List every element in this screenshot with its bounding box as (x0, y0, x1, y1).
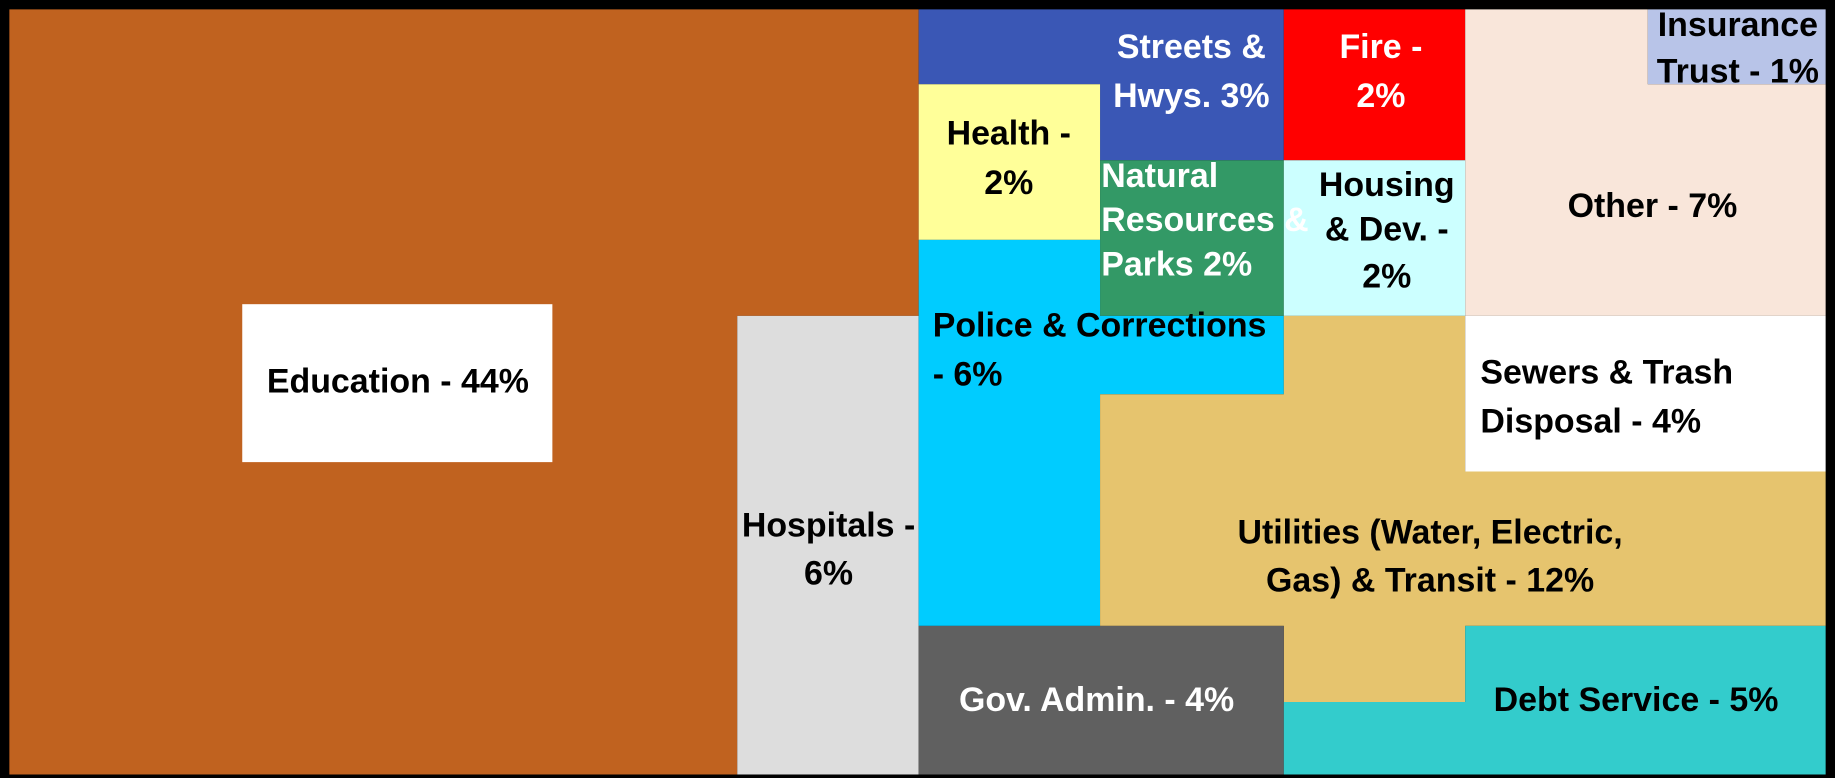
tile-label: Disposal - 4% (1480, 402, 1701, 440)
tile (1100, 315, 1826, 702)
tile (1283, 160, 1466, 316)
tile (1465, 9, 1826, 316)
tile-label: Hwys. 3% (1113, 77, 1270, 115)
tile-label: Hospitals - (742, 507, 915, 545)
tile (918, 9, 1284, 161)
tile-label: Gov. Admin. - 4% (959, 681, 1234, 719)
tile-label: Education - 44% (267, 363, 529, 401)
tile (918, 84, 1101, 240)
tile (1465, 315, 1826, 472)
tile-label: Utilities (Water, Electric, (1237, 514, 1622, 552)
tile-label: Sewers & Trash (1480, 353, 1733, 391)
tile-label: Debt Service - 5% (1494, 681, 1779, 719)
tile-label: - 6% (933, 356, 1003, 394)
tile-label: Natural (1101, 157, 1218, 195)
tile-label: 2% (1362, 257, 1411, 295)
tile-label: 2% (984, 164, 1033, 202)
tile (918, 239, 1284, 626)
tile-label: 6% (804, 555, 853, 593)
tile (737, 315, 919, 775)
label-box (242, 304, 553, 463)
tile-label: Police & Corrections (933, 307, 1267, 345)
tile-label: Parks 2% (1101, 246, 1252, 284)
tile-label: Resources & (1101, 201, 1308, 239)
tile-label: & Dev. - (1325, 211, 1449, 249)
tile-label: Streets & (1117, 28, 1266, 66)
tile (1283, 9, 1466, 161)
tile-label: 2% (1356, 77, 1405, 115)
tile-label: Trust - 1% (1657, 53, 1819, 91)
tile-label: Health - (947, 115, 1071, 153)
tile (1100, 160, 1284, 316)
tile-label: Other - 7% (1568, 187, 1738, 225)
tile-label: Housing (1319, 166, 1455, 204)
tile (1647, 9, 1826, 85)
tile (1283, 625, 1826, 775)
tile-label: Gas) & Transit - 12% (1266, 562, 1594, 600)
tile (918, 625, 1284, 775)
tile-label: Fire - (1339, 28, 1422, 66)
tile-label: Insurance (1658, 6, 1818, 44)
